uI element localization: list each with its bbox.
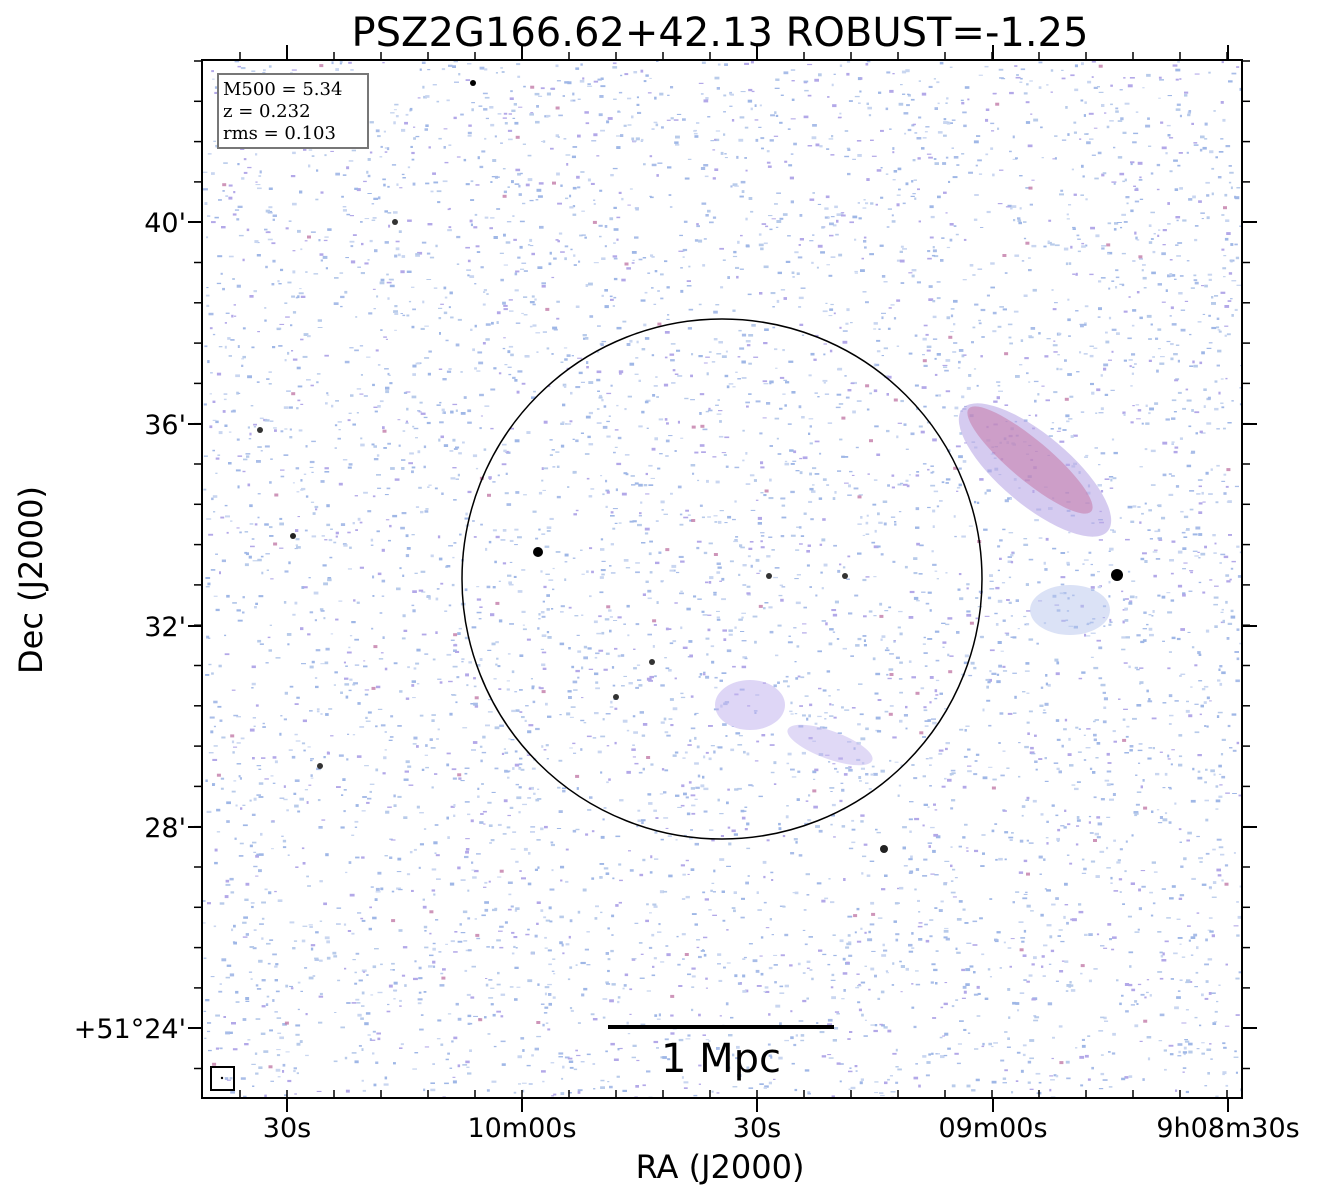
x-tick-label: 30s <box>263 1113 311 1144</box>
info-line: M500 = 5.34 <box>223 79 342 100</box>
x-tick-label: 9h08m30s <box>1156 1113 1299 1144</box>
y-tick-label: 32' <box>144 612 186 643</box>
scale-bar-label: 1 Mpc <box>661 1036 781 1082</box>
info-line: z = 0.232 <box>223 101 311 122</box>
y-tick-label: 28' <box>144 813 186 844</box>
x-tick-label: 10m00s <box>467 1113 576 1144</box>
beam <box>221 1077 223 1079</box>
title: PSZ2G166.62+42.13 ROBUST=-1.25 <box>352 10 1089 56</box>
x-tick-label: 09m00s <box>938 1113 1047 1144</box>
x-tick-label: 30s <box>733 1113 781 1144</box>
y-axis-label: Dec (J2000) <box>12 486 50 674</box>
y-tick-label: 36' <box>144 410 186 441</box>
info-line: rms = 0.103 <box>223 123 336 144</box>
x-axis-label: RA (J2000) <box>636 1148 805 1186</box>
y-tick-label: 40' <box>144 208 186 239</box>
y-tick-label: +51°24' <box>74 1014 186 1045</box>
